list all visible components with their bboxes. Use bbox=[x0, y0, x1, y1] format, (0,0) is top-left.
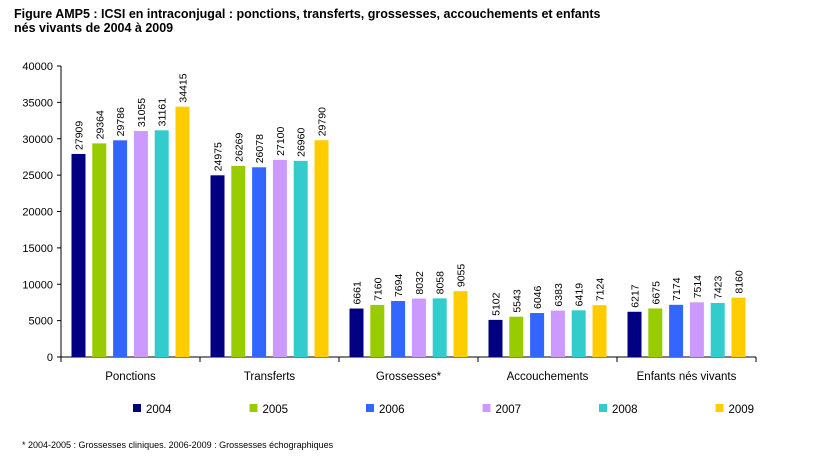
legend-swatch bbox=[482, 404, 491, 412]
data-label: 7514 bbox=[692, 275, 704, 299]
bar bbox=[210, 175, 225, 357]
data-label: 6661 bbox=[352, 281, 364, 305]
bar bbox=[133, 131, 148, 357]
y-tick-label: 15000 bbox=[22, 243, 53, 255]
data-label: 29790 bbox=[317, 107, 329, 136]
legend-label: 2004 bbox=[146, 404, 172, 416]
bar bbox=[689, 302, 704, 357]
data-label: 26960 bbox=[296, 128, 308, 157]
x-tick-label: Grossesses* bbox=[376, 371, 442, 383]
y-tick-label: 35000 bbox=[22, 97, 53, 109]
data-label: 5543 bbox=[511, 289, 523, 313]
data-label: 24975 bbox=[213, 142, 225, 171]
bar bbox=[272, 159, 287, 357]
data-label: 6675 bbox=[650, 281, 662, 305]
data-label: 34415 bbox=[178, 73, 190, 102]
data-label: 6046 bbox=[532, 285, 544, 309]
legend-label: 2006 bbox=[379, 404, 405, 416]
y-tick-label: 0 bbox=[47, 352, 53, 364]
chart-title-line-1: Figure AMP5 : ICSI en intraconjugal : po… bbox=[14, 7, 601, 21]
data-label: 29364 bbox=[94, 110, 106, 139]
bar bbox=[175, 106, 190, 357]
x-tick-label: Transferts bbox=[244, 371, 296, 383]
data-label: 7174 bbox=[671, 277, 683, 301]
legend-label: 2005 bbox=[263, 404, 289, 416]
bar bbox=[293, 160, 308, 357]
data-label: 7694 bbox=[393, 274, 405, 298]
data-label: 9055 bbox=[456, 264, 468, 288]
legend-label: 2007 bbox=[496, 404, 522, 416]
bar bbox=[488, 319, 503, 357]
data-label: 27100 bbox=[275, 126, 287, 155]
bar bbox=[411, 298, 426, 357]
bar bbox=[648, 308, 663, 357]
bar bbox=[92, 143, 107, 357]
bar bbox=[530, 313, 545, 357]
legend-swatch bbox=[366, 404, 374, 412]
bar bbox=[669, 304, 684, 357]
data-label: 7124 bbox=[595, 278, 607, 302]
bar bbox=[731, 297, 746, 357]
y-tick-label: 20000 bbox=[22, 207, 53, 219]
bar bbox=[592, 305, 607, 357]
bar bbox=[453, 291, 468, 357]
data-label: 6419 bbox=[574, 283, 586, 307]
data-label: 7423 bbox=[713, 275, 725, 299]
bar bbox=[627, 311, 642, 357]
data-label: 8032 bbox=[414, 271, 426, 295]
data-label: 6217 bbox=[630, 284, 642, 308]
y-tick-label: 40000 bbox=[22, 61, 53, 73]
y-tick-label: 30000 bbox=[22, 134, 53, 146]
data-label: 31161 bbox=[157, 98, 169, 127]
bar bbox=[509, 316, 524, 357]
legend-swatch bbox=[599, 404, 607, 412]
chart-title-line-2: nés vivants de 2004 à 2009 bbox=[14, 21, 174, 35]
data-label: 29786 bbox=[115, 107, 127, 136]
data-label: 8058 bbox=[435, 271, 447, 295]
y-tick-label: 10000 bbox=[22, 279, 53, 291]
bar bbox=[71, 153, 86, 357]
bar bbox=[391, 301, 406, 357]
legend-swatch bbox=[249, 404, 258, 412]
legend-swatch bbox=[133, 404, 141, 412]
data-label: 26269 bbox=[233, 133, 245, 162]
bar bbox=[710, 302, 725, 357]
bar bbox=[231, 165, 246, 357]
bar bbox=[550, 310, 565, 357]
bar bbox=[370, 304, 385, 357]
bar bbox=[571, 310, 586, 357]
bar bbox=[154, 130, 169, 357]
y-tick-label: 25000 bbox=[22, 170, 53, 182]
x-tick-label: Enfants nés vivants bbox=[637, 371, 737, 383]
x-tick-label: Ponctions bbox=[105, 371, 156, 383]
legend-label: 2009 bbox=[729, 404, 755, 416]
legend-swatch bbox=[715, 404, 724, 412]
data-label: 6383 bbox=[553, 283, 565, 307]
data-label: 27909 bbox=[74, 121, 86, 150]
bar-chart: 0 5000 10000 15000 20000 25000 30000 35000 40000… bbox=[22, 61, 757, 416]
bar bbox=[349, 308, 364, 357]
bar bbox=[432, 298, 447, 357]
bar bbox=[314, 140, 329, 357]
bar bbox=[252, 167, 267, 357]
y-tick-label: 5000 bbox=[29, 316, 53, 328]
bar bbox=[113, 140, 128, 357]
x-tick-label: Accouchements bbox=[507, 371, 589, 383]
data-label: 26078 bbox=[254, 134, 266, 163]
data-label: 31055 bbox=[136, 98, 148, 127]
data-label: 8160 bbox=[734, 270, 746, 294]
chart-footnote: * 2004-2005 : Grossesses cliniques. 2006… bbox=[22, 440, 334, 450]
legend-label: 2008 bbox=[612, 404, 638, 416]
chart-title: Figure AMP5 : ICSI en intraconjugal : po… bbox=[14, 7, 774, 35]
data-label: 5102 bbox=[491, 292, 503, 316]
data-label: 7160 bbox=[372, 277, 384, 301]
